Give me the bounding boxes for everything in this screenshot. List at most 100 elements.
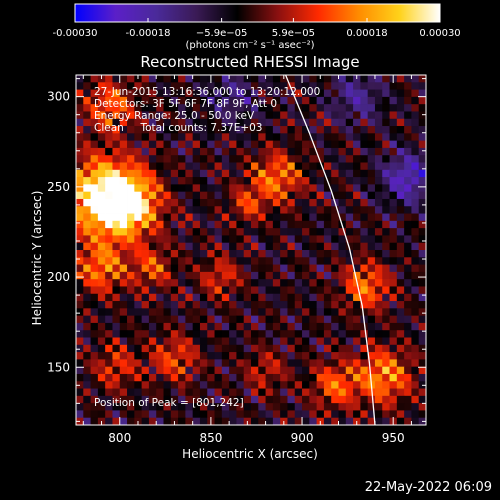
heatmap-cell (265, 250, 274, 258)
heatmap-cell (411, 104, 420, 112)
heatmap-cell (134, 352, 143, 360)
heatmap-cell (83, 198, 91, 207)
heatmap-cell (185, 388, 194, 397)
heatmap-cell (353, 286, 361, 295)
heatmap-cell (156, 344, 164, 353)
heatmap-cell (272, 133, 281, 142)
heatmap-cell (323, 155, 332, 163)
heatmap-cell (396, 257, 405, 265)
heatmap-cell (396, 89, 405, 98)
heatmap-cell (280, 315, 288, 324)
heatmap-cell (148, 169, 157, 178)
heatmap-cell (83, 89, 91, 98)
heatmap-cell (323, 359, 332, 368)
heatmap-cell (207, 322, 215, 331)
heatmap-cell (199, 395, 208, 404)
heatmap-cell (396, 169, 405, 178)
heatmap-cell (323, 301, 332, 309)
chart-title: Reconstructed RHESSI Image (140, 53, 360, 71)
heatmap-cell (396, 126, 405, 134)
heatmap-cell (280, 271, 288, 280)
heatmap-cell (280, 162, 288, 171)
heatmap-cell (338, 315, 347, 324)
heatmap-cell (287, 111, 296, 120)
heatmap-cell (76, 118, 84, 127)
heatmap-cell (396, 213, 405, 222)
heatmap-cell (302, 228, 310, 236)
heatmap-cell (316, 403, 325, 411)
heatmap-cell (418, 366, 426, 375)
heatmap-cell (382, 417, 390, 425)
heatmap-cell (229, 271, 237, 280)
heatmap-cell (280, 206, 288, 214)
heatmap-cell (163, 162, 172, 171)
heatmap-cell (404, 395, 412, 404)
heatmap-cell (418, 184, 426, 193)
heatmap-cell (280, 104, 288, 112)
heatmap-cell (170, 279, 179, 287)
heatmap-cell (105, 381, 113, 389)
heatmap-cell (280, 140, 288, 149)
heatmap-cell (338, 213, 347, 222)
heatmap-cell (411, 177, 420, 185)
heatmap-cell (229, 162, 237, 171)
heatmap-cell (185, 206, 194, 214)
heatmap-cell (316, 140, 325, 149)
heatmap-cell (338, 191, 347, 200)
heatmap-cell (119, 279, 128, 287)
heatmap-cell (294, 89, 303, 98)
heatmap-cell (396, 373, 405, 382)
heatmap-cell (170, 133, 179, 142)
heatmap-cell (258, 82, 266, 90)
heatmap-cell (192, 169, 201, 178)
heatmap-cell (112, 410, 121, 419)
heatmap-cell (170, 337, 179, 346)
heatmap-cell (389, 388, 398, 397)
heatmap-cell (338, 177, 347, 185)
heatmap-cell (243, 184, 252, 193)
heatmap-cell (148, 82, 157, 90)
heatmap-cell (258, 177, 266, 185)
heatmap-cell (360, 155, 369, 163)
heatmap-cell (178, 133, 186, 142)
heatmap-cell (105, 89, 113, 98)
heatmap-cell (404, 75, 412, 83)
heatmap-cell (396, 264, 405, 273)
heatmap-cell (251, 147, 259, 156)
heatmap-cell (214, 337, 223, 346)
heatmap-cell (360, 191, 369, 200)
heatmap-cell (280, 344, 288, 353)
heatmap-cell (90, 337, 99, 346)
heatmap-cell (97, 147, 106, 156)
heatmap-cell (97, 104, 106, 112)
heatmap-cell (97, 395, 106, 404)
y-axis-label: Heliocentric Y (arcsec) (29, 190, 44, 326)
heatmap-cell (243, 213, 252, 222)
heatmap-cell (309, 373, 318, 382)
heatmap-cell (382, 373, 390, 382)
heatmap-cell (353, 147, 361, 156)
heatmap-cell (258, 359, 266, 368)
heatmap-cell (353, 388, 361, 397)
heatmap-cell (90, 147, 99, 156)
heatmap-cell (338, 104, 347, 112)
heatmap-cell (280, 177, 288, 185)
heatmap-cell (258, 96, 266, 105)
heatmap-cell (90, 286, 99, 295)
heatmap-cell (134, 286, 143, 295)
heatmap-cell (134, 169, 143, 178)
heatmap-cell (353, 301, 361, 309)
heatmap-cell (170, 322, 179, 331)
heatmap-cell (272, 279, 281, 287)
heatmap-cell (411, 322, 420, 331)
heatmap-cell (316, 344, 325, 353)
heatmap-cell (316, 162, 325, 171)
heatmap-cell (243, 352, 252, 360)
heatmap-cell (112, 381, 121, 389)
heatmap-cell (316, 191, 325, 200)
heatmap-cell (148, 257, 157, 265)
heatmap-cell (331, 286, 339, 295)
heatmap-cell (148, 417, 157, 425)
heatmap-cell (148, 96, 157, 105)
heatmap-cell (302, 220, 310, 229)
